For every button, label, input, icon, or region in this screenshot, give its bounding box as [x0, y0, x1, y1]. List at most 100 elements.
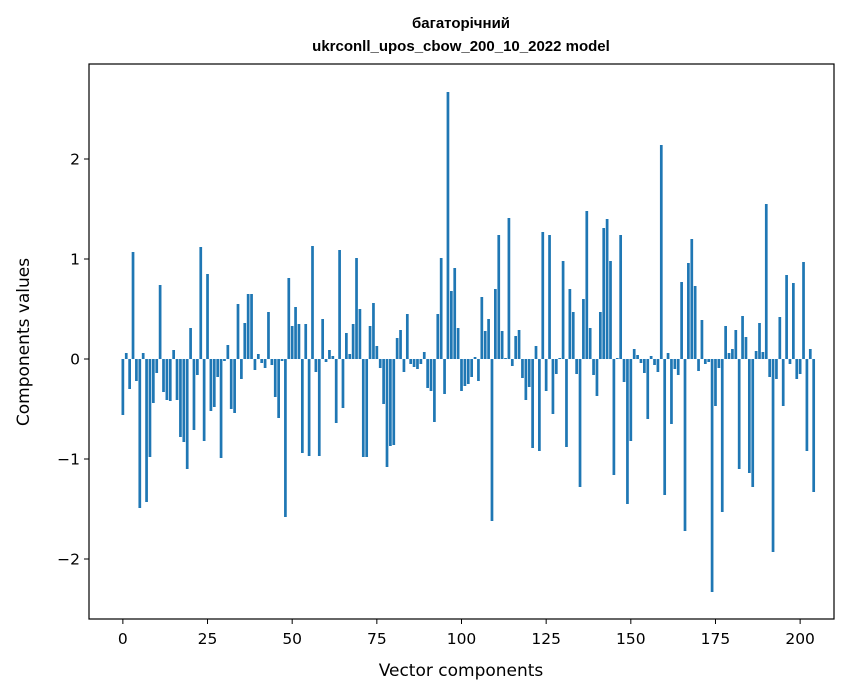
- bar-95: [443, 359, 446, 394]
- bar-45: [273, 359, 277, 397]
- bar-85: [409, 359, 413, 364]
- bar-149: [626, 359, 629, 504]
- bar-167: [687, 263, 690, 359]
- bar-25: [206, 274, 209, 359]
- bar-188: [758, 323, 761, 359]
- bar-131: [565, 359, 568, 447]
- bar-68: [351, 324, 355, 359]
- x-tick-label: 0: [118, 630, 128, 648]
- bar-32: [229, 359, 233, 409]
- bar-157: [653, 359, 656, 365]
- bar-7: [145, 359, 148, 502]
- bar-110: [494, 289, 497, 359]
- bar-56: [311, 246, 314, 359]
- y-tick-label: 2: [70, 151, 80, 169]
- bar-141: [598, 312, 602, 359]
- bar-132: [568, 289, 572, 359]
- bar-21: [192, 359, 196, 430]
- bar-148: [622, 359, 626, 382]
- bar-39: [253, 359, 257, 370]
- bar-33: [233, 359, 236, 413]
- bar-78: [385, 359, 389, 467]
- chart-title-line2: ukrconll_upos_cbow_200_10_2022 model: [312, 38, 610, 55]
- plot-frame: [88, 63, 835, 620]
- bar-137: [585, 211, 589, 359]
- bar-1: [124, 353, 128, 359]
- bar-177: [720, 359, 724, 512]
- x-tick-label: 200: [785, 630, 815, 648]
- bar-101: [463, 359, 467, 386]
- bar-111: [497, 235, 501, 359]
- bar-130: [561, 261, 565, 359]
- bar-52: [297, 324, 301, 359]
- bar-90: [426, 359, 429, 388]
- chart-title-line1: багаторічний: [412, 15, 510, 32]
- bar-187: [754, 351, 758, 359]
- bar-102: [466, 359, 470, 384]
- bar-193: [775, 359, 778, 379]
- bar-123: [538, 359, 541, 451]
- bar-22: [196, 359, 199, 375]
- bar-159: [659, 145, 663, 359]
- bar-35: [240, 359, 243, 379]
- bar-153: [639, 359, 643, 363]
- bar-16: [175, 359, 179, 400]
- bar-97: [449, 291, 453, 359]
- bar-6: [141, 353, 145, 359]
- bar-109: [490, 359, 494, 521]
- bar-69: [355, 258, 358, 359]
- bar-60: [324, 359, 328, 362]
- bar-164: [676, 359, 680, 375]
- bar-189: [761, 352, 765, 359]
- bar-51: [294, 307, 297, 359]
- bar-183: [741, 316, 744, 359]
- bar-145: [612, 359, 616, 475]
- y-tick-label: 1: [70, 251, 80, 269]
- bar-117: [517, 330, 521, 359]
- bar-168: [690, 239, 694, 359]
- bar-74: [372, 303, 375, 359]
- bar-15: [172, 350, 176, 359]
- bar-11: [158, 285, 162, 359]
- bar-199: [795, 359, 799, 379]
- bar-138: [588, 328, 592, 359]
- bar-98: [453, 268, 457, 359]
- bar-190: [764, 204, 768, 359]
- y-axis-label: Components values: [14, 258, 34, 426]
- bar-64: [338, 250, 341, 359]
- x-tick-label: 175: [701, 630, 731, 648]
- bar-173: [707, 359, 711, 362]
- bar-186: [751, 359, 755, 487]
- bar-114: [507, 218, 511, 359]
- bar-119: [524, 359, 528, 400]
- bar-83: [402, 359, 406, 372]
- bar-136: [582, 299, 585, 359]
- bar-144: [609, 261, 612, 359]
- bar-195: [781, 359, 785, 406]
- bar-14: [168, 359, 172, 401]
- bar-201: [802, 262, 805, 359]
- bar-66: [345, 333, 348, 359]
- bar-104: [473, 357, 477, 359]
- bar-112: [500, 331, 504, 359]
- bar-91: [429, 359, 433, 391]
- bar-63: [334, 359, 338, 423]
- bar-62: [331, 356, 335, 359]
- bar-128: [554, 359, 558, 374]
- bar-92: [433, 359, 436, 422]
- bar-154: [643, 359, 646, 373]
- bar-155: [646, 359, 650, 419]
- bar-4: [135, 359, 138, 381]
- bar-165: [680, 282, 683, 359]
- x-tick-label: 150: [616, 630, 646, 648]
- bar-198: [792, 283, 795, 359]
- bar-171: [700, 320, 704, 359]
- bar-8: [148, 359, 152, 457]
- bar-70: [358, 309, 362, 359]
- bar-73: [368, 326, 372, 359]
- bar-81: [395, 338, 399, 359]
- x-axis-ticks: 0 25 50 75 100 125 150 175 200: [118, 619, 815, 648]
- bar-20: [189, 328, 192, 359]
- bar-40: [256, 354, 260, 359]
